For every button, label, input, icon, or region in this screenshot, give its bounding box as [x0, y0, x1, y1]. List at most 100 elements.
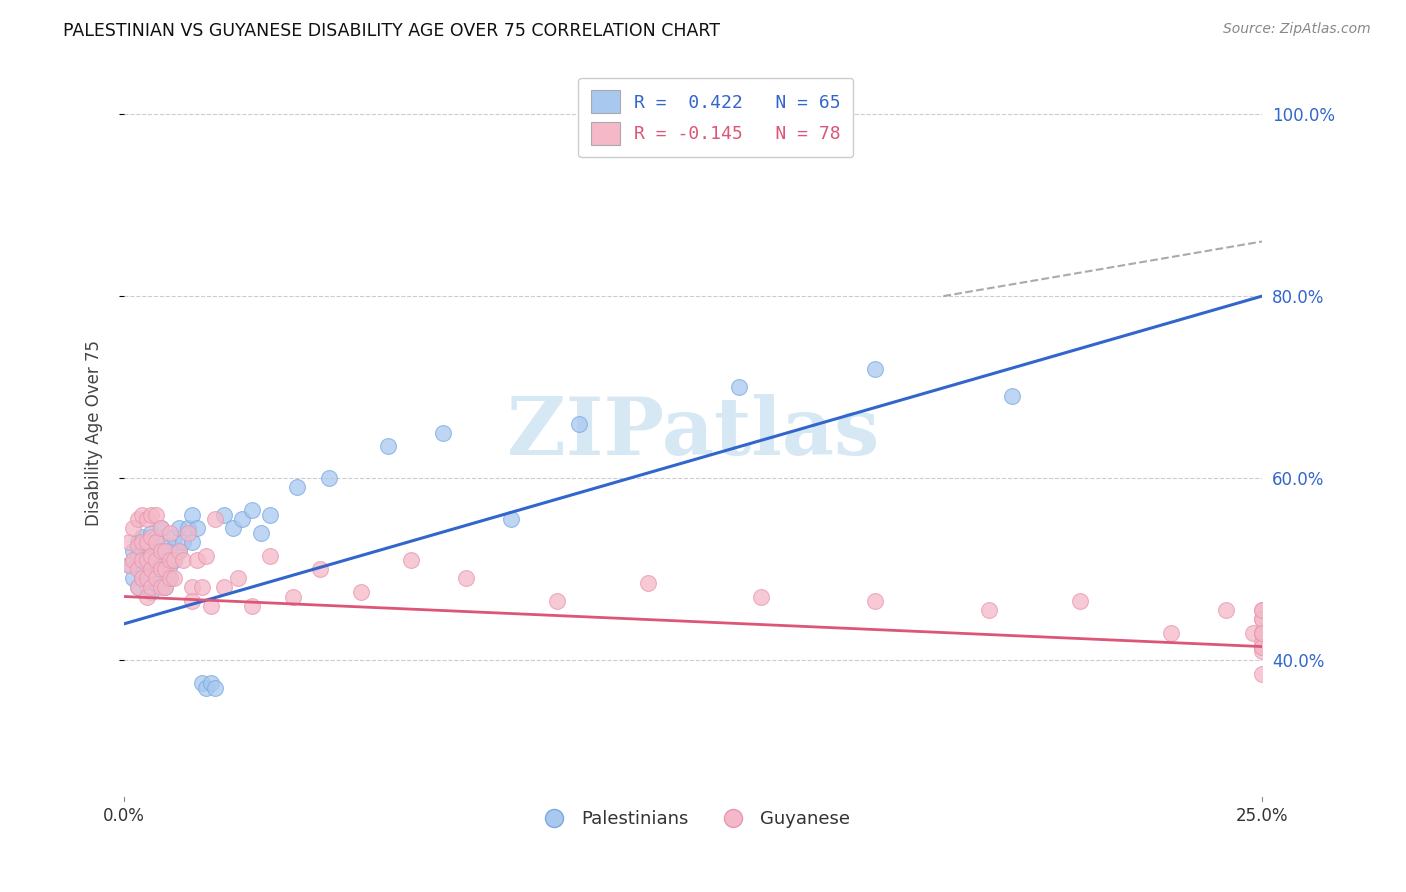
Point	[153, 562, 176, 576]
Point	[141, 544, 163, 558]
Point	[1251, 640, 1274, 654]
Point	[1251, 640, 1274, 654]
Point	[259, 508, 281, 522]
Point	[118, 558, 141, 572]
Point	[159, 540, 181, 554]
Point	[181, 594, 204, 608]
Point	[163, 530, 186, 544]
Point	[153, 581, 176, 595]
Point	[1251, 626, 1274, 640]
Point	[568, 417, 591, 431]
Point	[172, 535, 194, 549]
Point	[350, 585, 373, 599]
Point	[145, 571, 167, 585]
Point	[1215, 603, 1237, 617]
Point	[204, 681, 226, 695]
Point	[149, 571, 172, 585]
Point	[118, 558, 141, 572]
Point	[131, 508, 153, 522]
Point	[131, 530, 153, 544]
Point	[127, 549, 149, 563]
Point	[637, 575, 659, 590]
Text: ZIPatlas: ZIPatlas	[508, 393, 879, 472]
Point	[135, 558, 157, 572]
Point	[149, 558, 172, 572]
Point	[214, 581, 236, 595]
Point	[135, 553, 157, 567]
Point	[141, 571, 163, 585]
Point	[127, 540, 149, 554]
Point	[145, 544, 167, 558]
Point	[200, 676, 222, 690]
Point	[177, 521, 200, 535]
Point	[145, 553, 167, 567]
Legend: Palestinians, Guyanese: Palestinians, Guyanese	[529, 803, 858, 835]
Point	[249, 525, 271, 540]
Point	[195, 549, 218, 563]
Point	[159, 558, 181, 572]
Point	[145, 508, 167, 522]
Point	[285, 480, 308, 494]
Point	[135, 535, 157, 549]
Point	[181, 535, 204, 549]
Point	[1251, 635, 1274, 649]
Point	[863, 362, 886, 376]
Point	[145, 575, 167, 590]
Point	[190, 676, 212, 690]
Point	[1251, 644, 1274, 658]
Point	[177, 525, 200, 540]
Point	[145, 530, 167, 544]
Point	[159, 571, 181, 585]
Point	[204, 512, 226, 526]
Point	[1251, 626, 1274, 640]
Point	[135, 571, 157, 585]
Point	[131, 544, 153, 558]
Point	[127, 535, 149, 549]
Point	[159, 571, 181, 585]
Point	[141, 562, 163, 576]
Point	[153, 581, 176, 595]
Point	[149, 562, 172, 576]
Point	[122, 544, 145, 558]
Point	[163, 553, 186, 567]
Point	[118, 535, 141, 549]
Point	[308, 562, 330, 576]
Point	[149, 544, 172, 558]
Point	[377, 439, 399, 453]
Point	[1160, 626, 1182, 640]
Point	[977, 603, 1000, 617]
Point	[1251, 603, 1274, 617]
Point	[1251, 603, 1274, 617]
Point	[131, 571, 153, 585]
Point	[122, 571, 145, 585]
Point	[135, 566, 157, 581]
Point	[135, 512, 157, 526]
Text: PALESTINIAN VS GUYANESE DISABILITY AGE OVER 75 CORRELATION CHART: PALESTINIAN VS GUYANESE DISABILITY AGE O…	[63, 22, 720, 40]
Point	[159, 525, 181, 540]
Point	[127, 581, 149, 595]
Point	[149, 521, 172, 535]
Point	[145, 535, 167, 549]
Point	[127, 558, 149, 572]
Text: Source: ZipAtlas.com: Source: ZipAtlas.com	[1223, 22, 1371, 37]
Point	[141, 530, 163, 544]
Point	[141, 581, 163, 595]
Point	[259, 549, 281, 563]
Point	[1251, 612, 1274, 626]
Point	[454, 571, 477, 585]
Point	[222, 521, 245, 535]
Point	[167, 521, 190, 535]
Point	[131, 571, 153, 585]
Point	[135, 581, 157, 595]
Point	[141, 508, 163, 522]
Point	[145, 566, 167, 581]
Point	[153, 562, 176, 576]
Y-axis label: Disability Age Over 75: Disability Age Over 75	[86, 340, 103, 525]
Point	[167, 544, 190, 558]
Point	[131, 558, 153, 572]
Point	[231, 512, 253, 526]
Point	[432, 425, 454, 440]
Point	[127, 562, 149, 576]
Point	[281, 590, 304, 604]
Point	[145, 553, 167, 567]
